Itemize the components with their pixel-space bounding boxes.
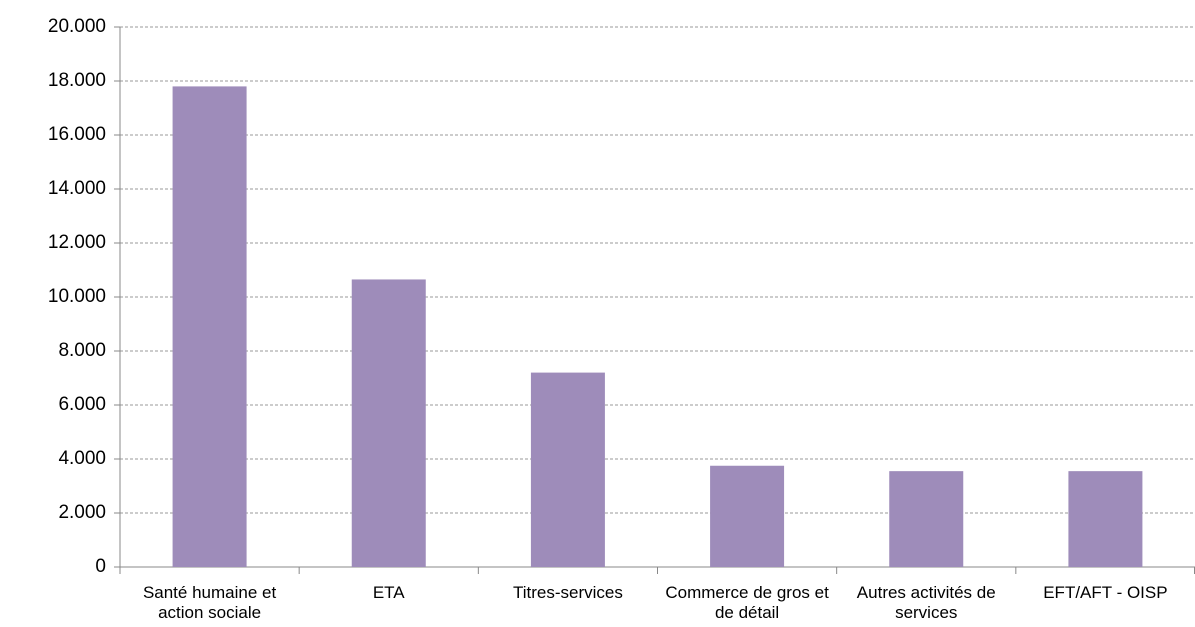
y-tick-label: 8.000 — [58, 340, 106, 361]
y-tick-label: 6.000 — [58, 394, 106, 415]
bar — [351, 279, 426, 567]
y-tick-label: 0 — [95, 556, 106, 577]
y-tick-label: 20.000 — [48, 16, 106, 37]
x-tick-label: Santé humaine et action sociale — [142, 583, 277, 622]
bar — [1068, 471, 1143, 567]
bar — [172, 86, 247, 568]
y-tick-label: 14.000 — [48, 178, 106, 199]
x-tick-label: Autres activités de services — [856, 583, 996, 622]
bar — [530, 372, 605, 567]
bar — [710, 465, 785, 567]
y-tick-label: 10.000 — [48, 286, 106, 307]
y-tick-label: 18.000 — [48, 70, 106, 91]
y-tick-label: 2.000 — [58, 502, 106, 523]
x-tick-label: Titres-services — [512, 583, 623, 602]
x-tick-label: ETA — [372, 583, 405, 602]
x-tick-label: Commerce de gros et de détail — [665, 583, 829, 622]
y-tick-label: 4.000 — [58, 448, 106, 469]
bar — [889, 471, 964, 567]
y-tick-label: 12.000 — [48, 232, 106, 253]
x-tick-label: EFT/AFT - OISP — [1043, 583, 1168, 602]
y-tick-label: 16.000 — [48, 124, 106, 145]
